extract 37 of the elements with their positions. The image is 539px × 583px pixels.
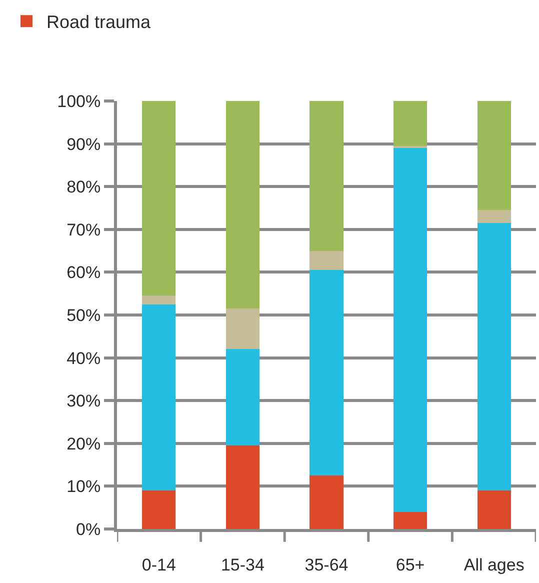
bar bbox=[394, 148, 428, 512]
y-tick-label: 60% bbox=[66, 263, 101, 282]
bar bbox=[477, 222, 511, 490]
y-tick-label: 0% bbox=[76, 520, 101, 539]
x-tick-label: 65+ bbox=[396, 555, 425, 574]
bar bbox=[226, 446, 260, 529]
bar bbox=[226, 101, 260, 309]
y-tick-label: 40% bbox=[66, 348, 101, 368]
bar bbox=[394, 146, 428, 148]
bar bbox=[477, 490, 511, 529]
bar bbox=[142, 304, 176, 490]
bar bbox=[394, 512, 428, 529]
bar bbox=[142, 101, 176, 296]
x-tick-label: 0-14 bbox=[142, 555, 176, 574]
y-tick-label: 50% bbox=[66, 306, 101, 325]
y-tick-label: 10% bbox=[66, 477, 101, 496]
y-tick-label: 90% bbox=[66, 134, 101, 154]
bar bbox=[477, 101, 511, 210]
bar bbox=[142, 490, 176, 529]
y-tick-label: 30% bbox=[66, 392, 101, 411]
bar bbox=[394, 101, 428, 146]
y-tick-label: 20% bbox=[66, 434, 101, 454]
bar bbox=[142, 296, 176, 304]
bar bbox=[310, 250, 344, 270]
bar bbox=[310, 270, 344, 476]
x-tick-label: 15-34 bbox=[220, 555, 264, 574]
y-tick-label: 80% bbox=[66, 178, 101, 197]
y-tick-label: 100% bbox=[57, 92, 101, 111]
y-tick-label: 70% bbox=[66, 220, 101, 240]
bar bbox=[310, 476, 344, 529]
bar bbox=[310, 101, 344, 251]
x-tick-label: All ages bbox=[464, 555, 524, 574]
bar bbox=[226, 308, 260, 350]
bar bbox=[226, 349, 260, 446]
legend-label: Road trauma bbox=[46, 12, 152, 32]
bar bbox=[477, 210, 511, 223]
x-tick-label: 35-64 bbox=[304, 555, 348, 574]
